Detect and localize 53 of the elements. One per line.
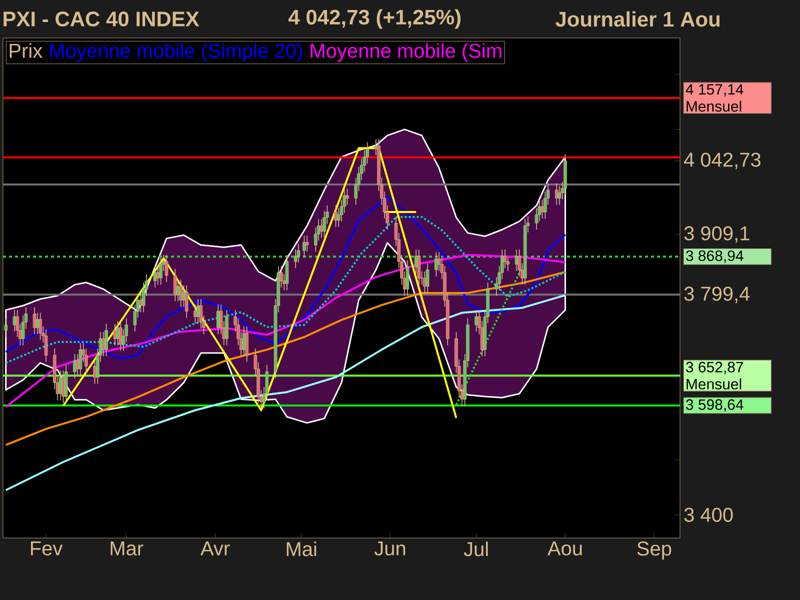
candlestick [164,254,168,282]
y-tick-label: 4 157,14 Mensuel [686,84,744,112]
candlestick [406,260,410,296]
text: Moyenne mobile (Simple 20) [50,43,302,62]
y-tick-label: 3 598,64 [686,399,744,412]
candlestick [176,279,180,302]
candlestick [346,188,349,206]
x-tick-label: Fev [31,542,63,556]
candlestick [173,268,177,302]
candlestick [225,310,228,346]
candlestick [184,284,188,318]
x-tick-label: Mai [286,542,316,556]
candlestick [285,254,289,291]
chart-title: PXI - CAC 40 INDEX [4,12,200,26]
x-tick-label: Jul [464,542,488,556]
text: Prix [10,43,42,58]
candlestick [474,310,478,332]
x-tick-label: Mar [110,542,144,556]
candlestick [514,249,518,272]
candlestick [159,257,162,286]
x-tick-label: Sep [637,542,672,560]
candlestick [216,304,220,335]
y-tick-label: 3 652,87 Mensuel [686,362,744,390]
candlestick [434,252,438,277]
candlestick [334,205,338,228]
candlestick [245,326,248,362]
candlestick [540,199,544,220]
candlestick [156,266,160,286]
candlestick [320,218,324,238]
y-tick-label: 3 909,1 [684,226,750,243]
candlestick [417,249,421,286]
candlestick [423,271,426,294]
candlestick [302,235,306,258]
x-tick-label: Aou [548,542,582,556]
candlestick [305,235,309,252]
chart-subtitle: 4 042,73 (+1,25%) [288,9,460,29]
x-tick-label: Avr [200,542,230,556]
y-tick-label: 3 868,94 [686,250,744,263]
y-tick-label: 3 799,4 [684,286,750,304]
candlestick [426,262,430,294]
candlestick [179,279,182,308]
candlestick [242,326,246,357]
candlestick [558,186,562,206]
candlestick [182,284,186,308]
x-tick-label: Jun [374,542,406,556]
candlestick [555,182,558,206]
y-tick-label: 3 400 [684,508,733,522]
candlestick [194,304,197,324]
text: Journalier 1 Aou [556,11,720,27]
text: Moyenne mobile (Sim [310,43,502,62]
y-tick-label: 4 042,73 [684,152,760,170]
candlestick [139,293,142,313]
candlestick [503,249,507,269]
